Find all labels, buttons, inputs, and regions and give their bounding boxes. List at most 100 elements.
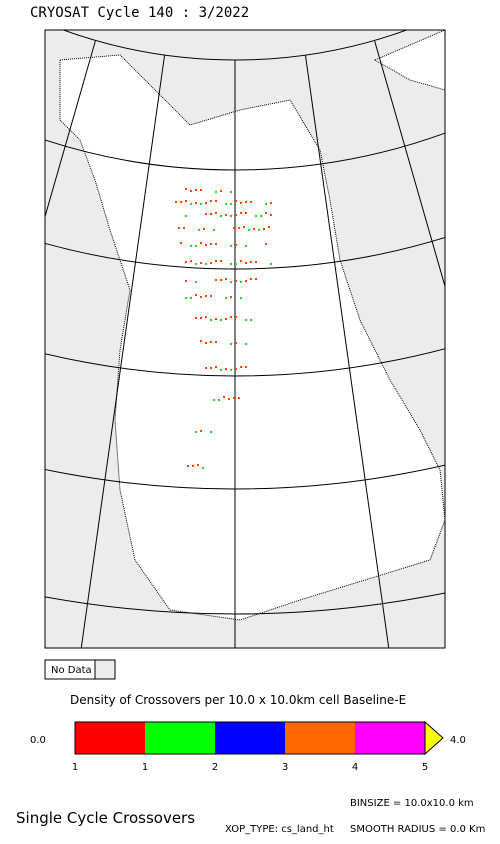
cell [240, 202, 242, 204]
cell [250, 278, 252, 280]
cell [235, 263, 237, 265]
meridian [45, 40, 97, 219]
cell [190, 260, 192, 262]
cell [213, 229, 215, 231]
cell [190, 190, 192, 192]
cell [253, 228, 255, 230]
cell [250, 319, 252, 321]
cell [255, 215, 257, 217]
colorbar-tick-label: 1 [142, 762, 148, 773]
colorbar-over [424, 720, 444, 756]
cell [240, 297, 242, 299]
cell [265, 243, 267, 245]
colorbar-tick-label: 2 [212, 762, 218, 773]
cell [235, 316, 237, 318]
cell [245, 201, 247, 203]
cell [210, 200, 212, 202]
cell [235, 368, 237, 370]
cell [235, 244, 237, 246]
cell [230, 191, 232, 193]
cell [230, 215, 232, 217]
cell [233, 397, 235, 399]
cell [245, 319, 247, 321]
cell [240, 281, 242, 283]
cell [195, 294, 197, 296]
cell [260, 215, 262, 217]
cell [238, 397, 240, 399]
cell [183, 227, 185, 229]
cell [240, 260, 242, 262]
legend-max: 4.0 [450, 735, 466, 746]
cell [235, 200, 237, 202]
cell [210, 341, 212, 343]
cell [215, 260, 217, 262]
colorbar-segment [145, 722, 215, 754]
cell [238, 227, 240, 229]
cell [225, 278, 227, 280]
cell [205, 202, 207, 204]
cell [270, 263, 272, 265]
cell [223, 396, 225, 398]
cell [220, 369, 222, 371]
cell [200, 242, 202, 244]
cell [215, 279, 217, 281]
colorbar-segment [75, 722, 145, 754]
cell [200, 203, 202, 205]
cell [233, 227, 235, 229]
cell [205, 244, 207, 246]
cell [185, 280, 187, 282]
cell [195, 189, 197, 191]
cell [215, 366, 217, 368]
cell [220, 260, 222, 262]
cell [230, 369, 232, 371]
footer-heading: Single Cycle Crossovers [16, 809, 195, 827]
cell [248, 229, 250, 231]
cell [235, 342, 237, 344]
cell [235, 214, 237, 216]
colorbar-segment [215, 722, 285, 754]
cell [205, 367, 207, 369]
colorbar: 1 1 2 3 4 5 [72, 720, 444, 773]
cell [185, 261, 187, 263]
map [45, 16, 500, 650]
cell [200, 189, 202, 191]
cell [205, 263, 207, 265]
meridian [441, 16, 500, 650]
no-data-swatch [94, 659, 116, 680]
cell [263, 228, 265, 230]
cell [235, 280, 237, 282]
cell [210, 213, 212, 215]
cell [250, 261, 252, 263]
cell [230, 281, 232, 283]
cell [190, 297, 192, 299]
cell [190, 245, 192, 247]
cell [185, 200, 187, 202]
cell [205, 342, 207, 344]
cell [198, 229, 200, 231]
cell [195, 202, 197, 204]
cell [205, 316, 207, 318]
cell [230, 263, 232, 265]
cell [180, 201, 182, 203]
cell [210, 367, 212, 369]
cell [195, 281, 197, 283]
colorbar-segment [355, 722, 425, 754]
cell [220, 190, 222, 192]
cell [228, 398, 230, 400]
cell [230, 316, 232, 318]
cell [215, 341, 217, 343]
cell [258, 229, 260, 231]
cell [268, 226, 270, 228]
cell [220, 319, 222, 321]
cell [210, 319, 212, 321]
cell [225, 368, 227, 370]
cell [200, 296, 202, 298]
meridian [373, 40, 445, 289]
cell [187, 465, 189, 467]
cell [190, 203, 192, 205]
cell [245, 212, 247, 214]
cell [210, 262, 212, 264]
cell [202, 467, 204, 469]
graticule [45, 16, 500, 650]
